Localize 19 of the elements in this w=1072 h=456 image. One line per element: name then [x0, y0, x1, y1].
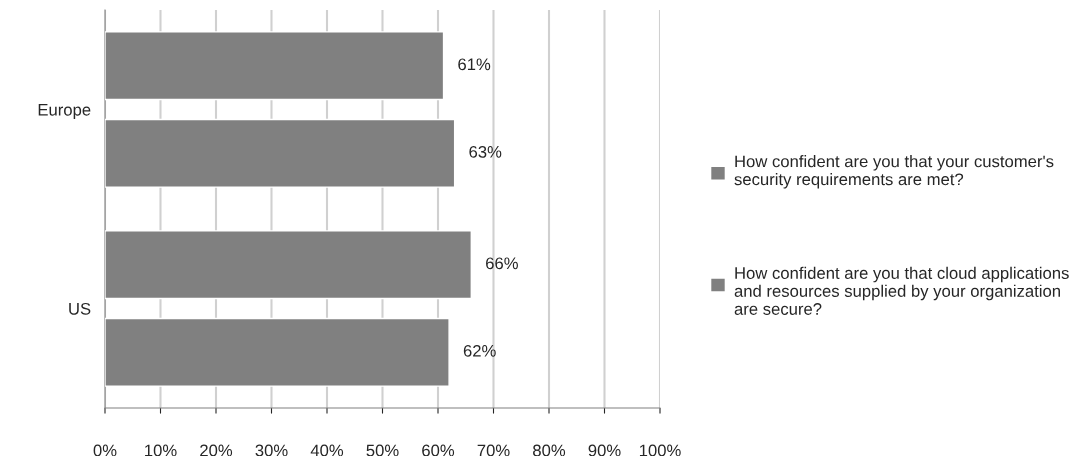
x-tick-label: 30% [255, 444, 288, 456]
data-label: 62% [463, 344, 496, 357]
x-tick-label: 60% [422, 444, 455, 456]
x-tick-label: 20% [200, 444, 233, 456]
x-tick-label: 80% [533, 444, 566, 456]
x-tick-label: 0% [93, 444, 117, 456]
x-tick-label: 50% [366, 444, 399, 456]
y-tick-label: Europe [38, 104, 91, 119]
x-tick-label: 10% [145, 444, 177, 456]
x-tick-label: 40% [310, 444, 344, 456]
legend-label: How confident are you that your customer's security requirements are met? [734, 155, 1054, 189]
data-label: 63% [469, 145, 502, 158]
legend-label: How confident are you that cloud applications and resources supplied by your organization are secure? [734, 266, 1069, 315]
x-tick-label: 90% [588, 444, 621, 456]
data-label: 66% [486, 257, 518, 270]
x-tick-label: 100% [639, 444, 681, 456]
x-tick-label: 70% [477, 444, 510, 456]
data-label: 61% [458, 58, 491, 71]
y-tick-label: US [69, 302, 91, 315]
